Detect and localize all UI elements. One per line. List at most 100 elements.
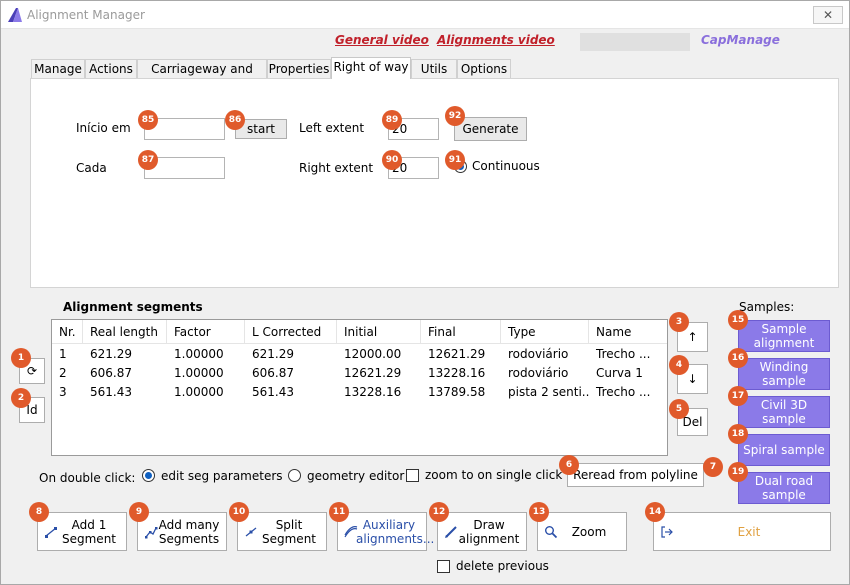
badge-7: 7 — [703, 457, 723, 477]
badge-91: 91 — [445, 150, 465, 170]
cell-initial: 12621.29 — [344, 366, 402, 380]
add-1-segment-label: Add 1 Segment — [62, 518, 116, 546]
geometry-editor-radio[interactable] — [288, 469, 301, 482]
delete-button[interactable]: Del — [677, 408, 708, 436]
continuous-label: Continuous — [472, 159, 540, 173]
exit-button[interactable]: Exit — [653, 512, 831, 551]
civil-3d-sample-button[interactable]: Civil 3D sample — [738, 396, 830, 428]
cell-nr: 1 — [59, 347, 67, 361]
cell-name: Trecho ... — [596, 385, 651, 399]
draw-alignment-label: Draw alignment — [458, 518, 520, 546]
tab-properties[interactable]: Properties — [267, 59, 331, 79]
dual-road-sample-button[interactable]: Dual road sample — [738, 472, 830, 504]
badge-11: 11 — [329, 502, 349, 522]
add-1-segment-button[interactable]: Add 1 Segment — [37, 512, 127, 551]
cell-real-length: 561.43 — [90, 385, 132, 399]
cell-factor: 1.00000 — [174, 366, 224, 380]
cada-label: Cada — [76, 161, 107, 175]
auxiliary-alignments-icon — [344, 526, 358, 538]
cell-factor: 1.00000 — [174, 385, 224, 399]
alignments-video-link[interactable]: Alignments video — [437, 33, 555, 47]
delete-previous-checkbox[interactable] — [437, 560, 450, 573]
badge-5: 5 — [669, 399, 689, 419]
badge-90: 90 — [382, 150, 402, 170]
table-row[interactable]: 2 606.87 1.00000 606.87 12621.29 13228.1… — [52, 364, 667, 383]
segments-title: Alignment segments — [63, 300, 203, 314]
tab-utils[interactable]: Utils — [411, 59, 457, 79]
generate-button[interactable]: Generate — [454, 117, 527, 141]
badge-12: 12 — [429, 502, 449, 522]
right-extent-label: Right extent — [299, 161, 374, 175]
auxiliary-alignments-label: Auxiliary alignments... — [356, 518, 435, 546]
auxiliary-alignments-button[interactable]: Auxiliary alignments... — [337, 512, 435, 551]
tab-manage[interactable]: Manage — [31, 59, 85, 79]
badge-92: 92 — [445, 106, 465, 126]
general-video-link[interactable]: General video — [335, 33, 429, 47]
cell-type: pista 2 senti... — [508, 385, 589, 399]
badge-17: 17 — [728, 386, 748, 406]
cell-final: 12621.29 — [428, 347, 486, 361]
col-name[interactable]: Name — [596, 325, 632, 339]
col-factor[interactable]: Factor — [167, 320, 245, 344]
badge-85: 85 — [138, 110, 158, 130]
col-l-corrected[interactable]: L Corrected — [245, 320, 337, 344]
badge-89: 89 — [382, 110, 402, 130]
split-segment-icon — [245, 527, 257, 537]
col-type[interactable]: Type — [501, 320, 589, 344]
edit-seg-label: edit seg parameters — [161, 469, 283, 483]
split-segment-label: Split Segment — [262, 518, 316, 546]
cell-real-length: 606.87 — [90, 366, 132, 380]
edit-seg-radio[interactable] — [142, 469, 155, 482]
app-logo-icon — [8, 8, 22, 22]
col-real-length[interactable]: Real length — [83, 320, 167, 344]
col-final[interactable]: Final — [421, 320, 501, 344]
split-segment-button[interactable]: Split Segment — [237, 512, 327, 551]
close-button[interactable]: ✕ — [813, 6, 843, 24]
geometry-editor-label: geometry editor — [307, 469, 405, 483]
badge-13: 13 — [529, 502, 549, 522]
segments-list[interactable]: Nr. Real length Factor L Corrected Initi… — [51, 319, 668, 456]
id-button[interactable]: Id — [19, 397, 45, 423]
start-button[interactable]: start — [235, 119, 287, 139]
draw-alignment-icon — [445, 526, 457, 538]
cell-nr: 3 — [59, 385, 67, 399]
table-row[interactable]: 3 561.43 1.00000 561.43 13228.16 13789.5… — [52, 383, 667, 402]
badge-15: 15 — [728, 310, 748, 330]
tab-right-of-way[interactable]: Right of way — [331, 57, 411, 79]
badge-19: 19 — [728, 462, 748, 482]
cell-real-length: 621.29 — [90, 347, 132, 361]
zoom-label: Zoom — [571, 525, 607, 539]
badge-3: 3 — [669, 312, 689, 332]
cell-name: Curva 1 — [596, 366, 643, 380]
badge-9: 9 — [129, 502, 149, 522]
cell-initial: 13228.16 — [344, 385, 402, 399]
zoom-button[interactable]: Zoom — [537, 512, 627, 551]
zoom-single-click-label: zoom to on single click — [425, 468, 563, 482]
cell-factor: 1.00000 — [174, 347, 224, 361]
col-initial[interactable]: Initial — [337, 320, 421, 344]
cell-initial: 12000.00 — [344, 347, 402, 361]
sample-alignment-button[interactable]: Sample alignment — [738, 320, 830, 352]
zoom-single-click-checkbox[interactable] — [406, 469, 419, 482]
add-many-segments-label: Add many Segments — [158, 518, 220, 546]
samples-label: Samples: — [739, 300, 795, 314]
winding-sample-button[interactable]: Winding sample — [738, 358, 830, 390]
reread-polyline-button[interactable]: Reread from polyline — [567, 463, 704, 487]
segments-list-header: Nr. Real length Factor L Corrected Initi… — [52, 320, 667, 344]
add-many-segments-button[interactable]: Add many Segments — [137, 512, 227, 551]
badge-8: 8 — [29, 502, 49, 522]
table-row[interactable]: 1 621.29 1.00000 621.29 12000.00 12621.2… — [52, 345, 667, 364]
col-nr[interactable]: Nr. — [52, 320, 83, 344]
left-extent-label: Left extent — [299, 121, 365, 135]
draw-alignment-button[interactable]: Draw alignment — [437, 512, 527, 551]
spiral-sample-button[interactable]: Spiral sample — [738, 434, 830, 466]
cell-l-corrected: 606.87 — [252, 366, 294, 380]
cell-l-corrected: 621.29 — [252, 347, 294, 361]
title-bar: Alignment Manager ✕ — [1, 1, 849, 29]
badge-86: 86 — [225, 110, 245, 130]
tab-options[interactable]: Options — [457, 59, 511, 79]
capmanage-link[interactable]: CapManage — [701, 33, 780, 47]
tab-carriageway-and-lanes[interactable]: Carriageway and lanes — [137, 59, 267, 94]
badge-10: 10 — [229, 502, 249, 522]
tab-actions[interactable]: Actions — [85, 59, 137, 79]
